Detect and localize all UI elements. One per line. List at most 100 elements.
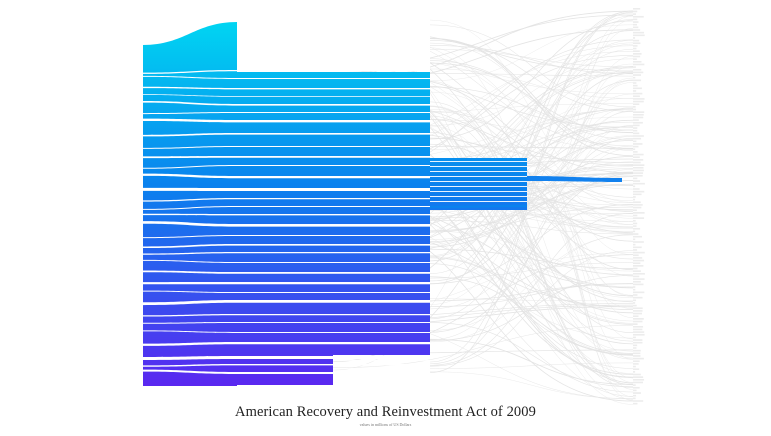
band-gap <box>143 214 430 216</box>
leaf-node <box>633 284 643 286</box>
band-gap <box>430 166 527 167</box>
leaf-node <box>633 64 644 66</box>
leaf-node <box>633 318 644 320</box>
leaf-node <box>633 11 637 13</box>
leaf-node <box>633 398 636 400</box>
band-gap <box>333 376 430 377</box>
leaf-node <box>633 247 642 249</box>
leaf-node <box>633 37 635 39</box>
leaf-node <box>633 69 641 71</box>
flow-band <box>333 72 430 355</box>
leaf-node <box>633 305 637 307</box>
leaf-node <box>633 228 640 230</box>
leaf-node <box>633 13 636 15</box>
leaf-node <box>633 347 636 349</box>
leaf-node <box>633 207 641 209</box>
leaf-node <box>633 260 644 262</box>
leaf-node <box>633 162 641 164</box>
leaf-node <box>633 286 635 288</box>
leaf-node <box>633 270 641 272</box>
flow-band <box>143 68 237 386</box>
leaf-node <box>633 323 638 325</box>
leaf-node <box>633 24 637 26</box>
leaf-node <box>633 85 638 87</box>
leaf-node <box>633 300 636 302</box>
band-gap <box>333 380 430 381</box>
diagram-subtitle: values in millions of US Dollars <box>0 422 771 427</box>
leaf-node <box>633 329 642 331</box>
leaf-node <box>633 180 640 182</box>
leaf-node <box>633 53 642 55</box>
leaf-node <box>633 239 635 241</box>
leaf-node <box>633 326 643 328</box>
leaf-node <box>633 35 645 37</box>
leaf-node <box>633 392 641 394</box>
leaf-node <box>633 223 637 225</box>
leaf-node <box>633 366 636 368</box>
leaf-node <box>633 257 642 259</box>
leaf-node <box>633 215 637 217</box>
leaf-node <box>633 281 641 283</box>
leaf-node <box>633 21 639 23</box>
diagram-title: American Recovery and Reinvestment Act o… <box>0 404 771 421</box>
leaf-node <box>633 249 637 251</box>
leaf-node <box>633 172 643 174</box>
band-gap <box>430 181 527 182</box>
leaf-node <box>633 345 637 347</box>
leaf-node <box>633 395 636 397</box>
leaf-node <box>633 292 644 294</box>
node-layer <box>633 8 645 404</box>
leaf-node <box>633 135 644 137</box>
leaf-node <box>633 379 644 381</box>
leaf-node <box>633 106 636 108</box>
leaf-node <box>633 175 643 177</box>
leaf-node <box>633 80 641 82</box>
leaf-node <box>633 191 644 193</box>
leaf-node <box>633 19 637 21</box>
leaf-node <box>633 56 640 58</box>
leaf-node <box>633 342 642 344</box>
leaf-node <box>633 146 638 148</box>
leaf-node <box>633 143 643 145</box>
leaf-node <box>633 72 643 74</box>
leaf-node <box>633 315 639 317</box>
leaf-node <box>633 88 642 90</box>
leaf-node <box>633 382 643 384</box>
leaf-node <box>633 339 642 341</box>
leaf-node <box>633 98 645 100</box>
flow-band <box>237 72 333 385</box>
leaf-node <box>633 302 635 304</box>
leaf-node <box>633 278 645 280</box>
leaf-node <box>633 220 636 222</box>
leaf-node <box>633 141 636 143</box>
leaf-node <box>633 66 636 68</box>
leaf-node <box>633 114 644 116</box>
leaf-node <box>633 50 640 52</box>
leaf-node <box>633 111 644 113</box>
leaf-node <box>633 209 637 211</box>
leaf-node <box>633 40 639 42</box>
leaf-node <box>633 331 644 333</box>
leaf-node <box>633 164 644 166</box>
leaf-node <box>633 387 640 389</box>
leaf-node <box>633 82 636 84</box>
leaf-node <box>633 265 643 267</box>
leaf-node <box>633 159 643 161</box>
leaf-node <box>633 368 639 370</box>
leaf-node <box>633 350 641 352</box>
leaf-node <box>633 244 635 246</box>
leaf-node <box>633 337 636 339</box>
leaf-node <box>633 289 635 291</box>
band-gap <box>430 196 527 197</box>
leaf-node <box>633 241 644 243</box>
leaf-node <box>633 400 643 402</box>
leaf-node <box>633 360 640 362</box>
leaf-node <box>633 188 640 190</box>
leaf-node <box>633 127 637 129</box>
leaf-node <box>633 217 644 219</box>
band-gap <box>430 186 527 187</box>
faint-link <box>430 323 633 387</box>
leaf-node <box>633 196 636 198</box>
